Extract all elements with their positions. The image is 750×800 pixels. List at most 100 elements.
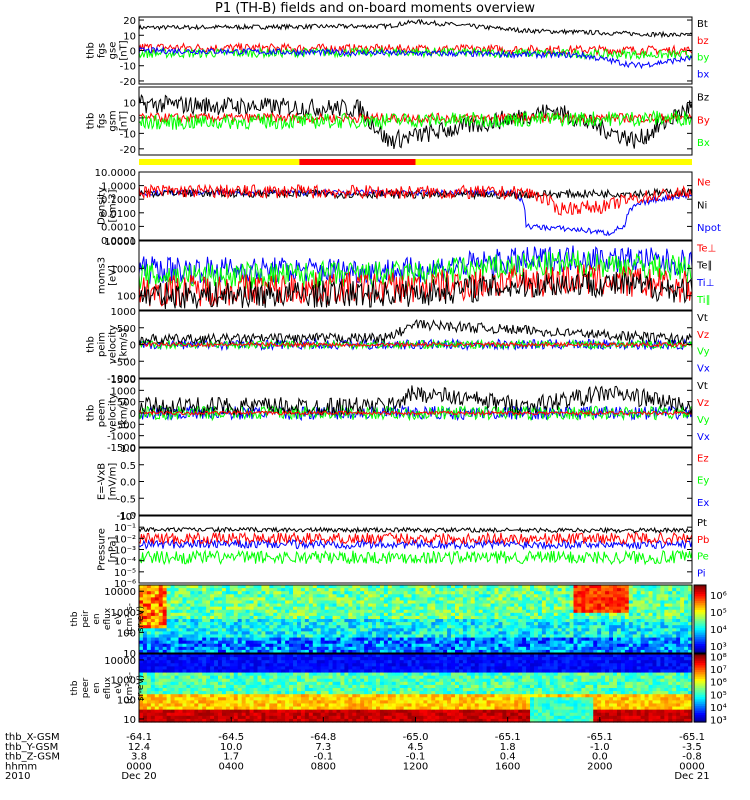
series-Vt <box>139 385 693 417</box>
y-tick-label: 0.0100 <box>101 209 136 220</box>
series-bx <box>138 45 693 70</box>
series-Vx <box>139 404 693 422</box>
y-tick-label: 1000 <box>111 264 136 275</box>
x-row-value: -64.8 <box>310 732 336 743</box>
spectrogram-1: 10000 1000 100 10 thb peer en eflux eV (cm²-s-sr-… <box>70 653 727 727</box>
plot-title: P1 (TH-B) fields and on-board moments ov… <box>215 1 535 16</box>
panel-frame <box>138 171 693 241</box>
y-tick-label: -1500 <box>107 443 136 454</box>
legend-item: By <box>697 115 710 126</box>
panel-6: 1.0 0.5 0.0 -0.5 -1.0 E=-VxB [mV/m] Ez Ey Ex <box>97 444 710 522</box>
y-axis-label: [nPa] <box>108 536 119 562</box>
y-axis-label: peir <box>81 610 91 628</box>
y-axis-label: [nT] <box>119 111 130 131</box>
x-row-value: 7.3 <box>315 742 331 753</box>
x-row-label: thb_Z-GSM <box>5 752 60 763</box>
y-axis-label: (cm²-s- <box>125 672 135 704</box>
legend-item: Ey <box>697 476 709 487</box>
series-Bz <box>138 94 693 149</box>
y-axis-label: [eV] <box>108 265 119 286</box>
y-tick-label: 1.0000 <box>101 182 136 193</box>
series-Vz <box>138 341 693 348</box>
legend-item: Vy <box>697 347 710 358</box>
y-tick-label: 10000 <box>104 587 136 598</box>
colorbar <box>693 653 707 723</box>
y-tick-label: 10.0000 <box>95 168 136 179</box>
series-Ne <box>138 183 693 216</box>
y-tick-label: 0 <box>130 341 136 352</box>
y-axis-label: fgs <box>97 113 108 128</box>
y-axis-label: thb <box>70 611 80 626</box>
x-row-label: hhmm <box>5 761 37 772</box>
y-tick-label: 10⁻⁵ <box>114 568 136 579</box>
legend-item: Ex <box>697 498 709 509</box>
x-row-value: -64.1 <box>126 732 152 743</box>
x-row-value: 1.7 <box>223 752 239 763</box>
y-axis-label: gse <box>108 42 119 60</box>
bar-segment-0 <box>139 159 300 165</box>
legend-item: Npot <box>697 223 721 234</box>
legend-item: Ni <box>697 200 707 211</box>
colorbar-tick-label: 10⁵ <box>710 690 727 701</box>
x-row-label: 2010 <box>5 771 30 782</box>
y-axis-label: eV <box>114 681 124 694</box>
colorbar-tick-label: 10⁴ <box>710 703 727 714</box>
x-row-value: -0.8 <box>682 752 702 763</box>
y-axis-label: eflux <box>103 676 113 699</box>
y-axis-label: velocity <box>108 393 119 432</box>
x-row-value: -65.1 <box>495 732 521 743</box>
colorbar <box>693 584 707 654</box>
series-Ni <box>138 187 693 201</box>
y-tick-label: 100 <box>117 628 136 639</box>
x-row-value: -0.1 <box>314 752 334 763</box>
y-tick-label: -10 <box>120 62 136 73</box>
legend-item: Bz <box>697 93 709 104</box>
y-axis-label: E=-VxB <box>97 463 108 500</box>
legend-item: Vt <box>697 381 708 392</box>
legend-item: Bt <box>697 19 708 30</box>
y-axis-label: fgs <box>97 43 108 58</box>
y-axis-label: thb <box>86 113 97 130</box>
x-row-value: 2000 <box>587 761 612 772</box>
y-axis-label: moms3 <box>97 257 108 294</box>
series-Bt <box>138 18 693 39</box>
x-row-value: 1600 <box>495 761 520 772</box>
y-tick-label: -500 <box>113 420 136 431</box>
y-tick-label: 1500 <box>111 375 136 386</box>
panel-frame <box>138 240 693 311</box>
y-tick-label: 10⁻² <box>114 534 136 545</box>
y-axis-label: Pressure <box>97 528 108 571</box>
y-tick-label: 1000 <box>111 676 136 687</box>
x-row-value: -0.1 <box>406 752 426 763</box>
y-axis-label: thb <box>86 405 97 422</box>
bar-segment-1 <box>299 159 416 165</box>
series-Vt <box>138 318 693 346</box>
x-row-value: 0400 <box>218 761 243 772</box>
x-row-label: thb_X-GSM <box>5 732 60 743</box>
y-tick-label: 10⁻⁶ <box>114 579 136 590</box>
legend-item: Te∥ <box>696 261 713 272</box>
series-Bx <box>138 109 693 131</box>
y-tick-label: -1000 <box>107 432 136 443</box>
y-axis-label: [km/s] <box>119 397 130 429</box>
x-row-value: 1.8 <box>500 742 516 753</box>
panel-3: 10000 1000 100 moms3 [eV] Te⊥ Te∥ Ti⊥ Ti∥ <box>97 237 716 311</box>
y-tick-label: 1000 <box>111 386 136 397</box>
legend-item: bx <box>697 69 709 80</box>
y-tick-label: -20 <box>120 145 136 156</box>
y-tick-label: 100 <box>117 695 136 706</box>
y-axis-label: (cm²-s- <box>125 603 135 635</box>
y-tick-label: 10⁻³ <box>114 546 136 557</box>
y-tick-label: 500 <box>117 324 136 335</box>
legend-item: bz <box>697 36 709 47</box>
x-row-value: 0.0 <box>592 752 608 763</box>
colorbar-tick-label: 10⁵ <box>710 608 727 619</box>
y-tick-label: -500 <box>113 357 136 368</box>
panel-2: 10.0000 1.0000 0.1000 0.0100 0.0010 0.0001 Den… <box>95 168 721 247</box>
y-tick-label: 10000 <box>104 237 136 248</box>
colorbar-tick-label: 10⁸ <box>710 653 727 664</box>
legend-item: Te⊥ <box>696 243 716 254</box>
y-tick-label: 0.1000 <box>101 195 136 206</box>
